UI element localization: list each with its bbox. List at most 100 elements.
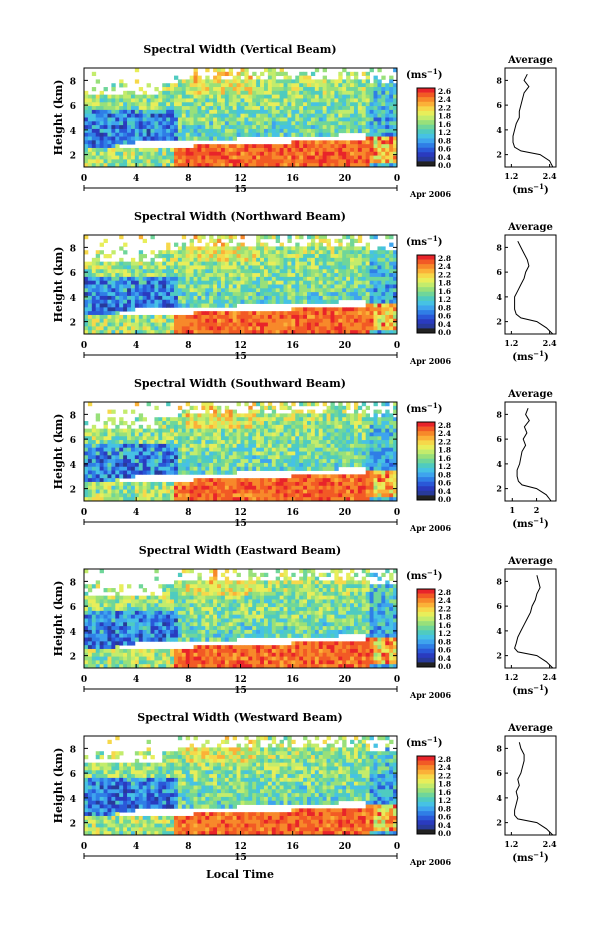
- heatmap-cell: [303, 462, 308, 468]
- heatmap-cell: [166, 117, 171, 122]
- heatmap-cell: [166, 326, 171, 331]
- heatmap-cell: [318, 144, 324, 149]
- heatmap-cell: [209, 87, 214, 92]
- heatmap-cell: [193, 128, 198, 134]
- heatmap-cell: [103, 303, 108, 308]
- heatmap-cell: [310, 257, 316, 263]
- heatmap-cell: [330, 307, 335, 312]
- heatmap-cell: [197, 447, 202, 452]
- heatmap-cell: [271, 485, 277, 490]
- heatmap-cell: [220, 311, 226, 316]
- heatmap-cell: [291, 481, 296, 487]
- heatmap-cell: [127, 485, 132, 490]
- heatmap-cell: [154, 417, 159, 422]
- heatmap-cell: [303, 436, 308, 441]
- heatmap-cell: [342, 265, 347, 270]
- heatmap-cell: [228, 121, 234, 126]
- heatmap-cell: [263, 83, 269, 88]
- heatmap-cell: [295, 79, 300, 84]
- heatmap-cell: [260, 440, 265, 445]
- heatmap-cell: [154, 261, 159, 266]
- heatmap-cell: [252, 102, 257, 107]
- heatmap-cell: [220, 424, 226, 430]
- heatmap-cell: [330, 246, 335, 251]
- heatmap-cell: [381, 117, 386, 122]
- heatmap-cell: [346, 75, 351, 80]
- heatmap-cell: [142, 106, 147, 111]
- heatmap-cell: [127, 125, 132, 130]
- heatmap-cell: [224, 117, 230, 122]
- heatmap-cell: [244, 292, 249, 297]
- heatmap-cell: [369, 330, 374, 335]
- heatmap-cell: [154, 273, 159, 278]
- heatmap-cell: [256, 322, 261, 327]
- heatmap-cell: [138, 132, 144, 137]
- heatmap-cell: [291, 295, 296, 301]
- heatmap-cell: [142, 113, 147, 118]
- heatmap-cell: [197, 478, 202, 483]
- heatmap-cell: [256, 235, 261, 240]
- heatmap-cell: [115, 326, 120, 331]
- heatmap-cell: [197, 330, 202, 335]
- heatmap-cell: [318, 159, 324, 164]
- heatmap-cell: [95, 155, 101, 160]
- heatmap-cell: [279, 94, 284, 99]
- heatmap-cell: [310, 121, 316, 126]
- heatmap-cell: [260, 497, 265, 502]
- heatmap-cell: [84, 269, 89, 274]
- heatmap-cell: [260, 326, 265, 331]
- heatmap-cell: [111, 455, 116, 460]
- heatmap-cell: [357, 276, 363, 282]
- heatmap-cell: [220, 71, 226, 77]
- heatmap-cell: [95, 443, 101, 449]
- x-tick-label: 8: [185, 174, 191, 184]
- heatmap-cell: [393, 125, 398, 130]
- heatmap-cell: [111, 322, 116, 327]
- heatmap-cell: [201, 87, 206, 92]
- heatmap-cell: [260, 413, 265, 418]
- heatmap-cell: [134, 284, 140, 289]
- heatmap-cell: [228, 292, 234, 297]
- heatmap-cell: [385, 318, 390, 323]
- heatmap-cell: [150, 128, 155, 134]
- heatmap-cell: [267, 295, 273, 301]
- heatmap-cell: [193, 106, 198, 111]
- heatmap-cell: [123, 121, 128, 126]
- heatmap-cell: [248, 87, 253, 92]
- heatmap-cell: [389, 288, 394, 293]
- heatmap-cell: [170, 292, 175, 297]
- heatmap-cell: [260, 405, 265, 411]
- heatmap-cell: [318, 83, 324, 88]
- heatmap-cell: [197, 314, 202, 320]
- heatmap-cell: [322, 106, 327, 111]
- heatmap-cell: [146, 261, 151, 266]
- heatmap-cell: [326, 242, 331, 247]
- heatmap-cell: [217, 144, 222, 149]
- heatmap-cell: [127, 159, 132, 164]
- heatmap-cell: [287, 405, 292, 411]
- heatmap: [84, 402, 398, 502]
- heatmap-cell: [173, 318, 179, 323]
- heatmap-cell: [334, 250, 339, 255]
- heatmap-cell: [310, 292, 316, 297]
- heatmap-cell: [267, 489, 273, 494]
- heatmap-cell: [330, 102, 335, 107]
- heatmap-cell: [307, 497, 312, 502]
- heatmap-cell: [127, 466, 132, 471]
- heatmap-cell: [283, 113, 288, 118]
- heatmap-cell: [91, 288, 97, 293]
- heatmap-cell: [314, 402, 320, 407]
- heatmap-cell: [197, 106, 202, 111]
- heatmap-cell: [318, 254, 324, 259]
- heatmap-cell: [130, 432, 136, 437]
- heatmap-cell: [119, 147, 124, 153]
- heatmap-cell: [123, 318, 128, 323]
- heatmap-cell: [170, 295, 175, 301]
- heatmap-cell: [150, 470, 155, 475]
- heatmap-cell: [322, 284, 327, 289]
- heatmap-cell: [146, 326, 151, 331]
- heatmap-cell: [369, 322, 374, 327]
- heatmap-cell: [217, 303, 222, 308]
- colorbar-tick-label: 1.6: [438, 287, 451, 296]
- heatmap-cell: [314, 318, 320, 323]
